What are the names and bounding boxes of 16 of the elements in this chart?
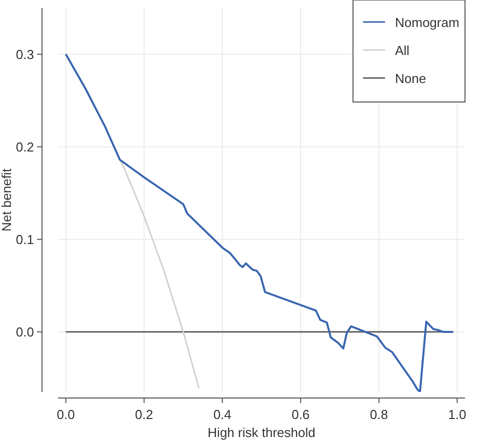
x-tick-label: 1.0 — [448, 407, 466, 422]
legend-label: All — [395, 43, 410, 58]
y-tick-label: 0.0 — [16, 324, 34, 340]
x-axis-title: High risk threshold — [208, 425, 316, 440]
x-tick-label: 0.2 — [135, 407, 154, 422]
x-tick-label: 0.4 — [213, 407, 232, 422]
x-tick-label: 0.6 — [292, 407, 310, 422]
legend-label: None — [395, 71, 426, 86]
y-axis-title: Net benefit — [0, 168, 14, 232]
x-tick-label: 0.8 — [370, 407, 388, 422]
line-series — [64, 53, 454, 392]
y-tick-label: 0.3 — [16, 46, 34, 62]
x-tick-label: 0.0 — [56, 407, 75, 422]
y-tick-label: 0.2 — [16, 139, 34, 154]
y-tick-label: 0.1 — [16, 232, 34, 247]
legend-label: Nomogram — [395, 15, 460, 30]
